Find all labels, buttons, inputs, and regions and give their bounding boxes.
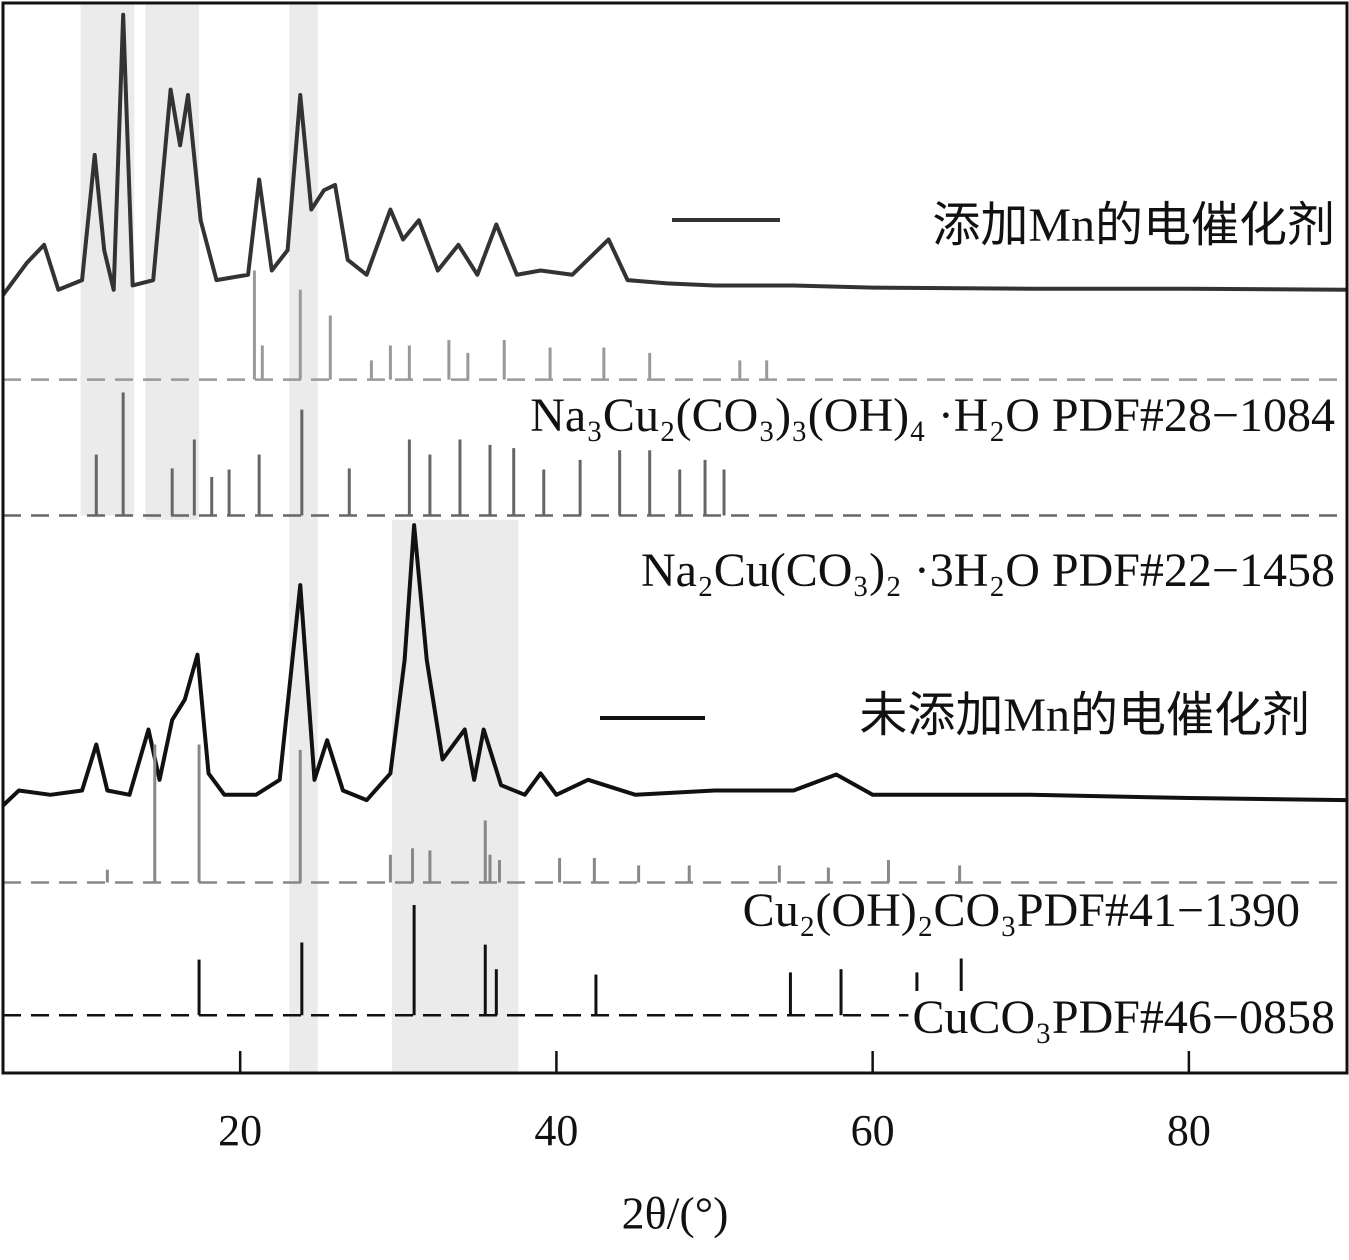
highlight-band <box>391 519 519 1073</box>
xrd-pattern <box>1 523 1348 807</box>
plot-frame <box>1 1 1349 1075</box>
series-label: Na₃Cu₂(CO₃)₃(OH)₄ ·H₂O PDF#28−1084 <box>530 389 1335 442</box>
x-axis-label: 2θ/(°) <box>622 1188 729 1239</box>
series-label: CuCO₃PDF#46−0858 <box>912 991 1335 1044</box>
series-label: 未添加Mn的电催化剂 <box>859 689 1310 742</box>
label-background <box>908 991 1339 1045</box>
series-label: Na₂Cu(CO₃)₂ ·3H₂O PDF#22−1458 <box>641 544 1335 597</box>
series-label: Cu₂(OH)₂CO₃PDF#41−1390 <box>743 884 1300 937</box>
x-tick-label: 40 <box>534 1106 578 1155</box>
x-tick-label: 80 <box>1167 1106 1211 1155</box>
series-label: 添加Mn的电催化剂 <box>932 199 1335 252</box>
x-tick-label: 60 <box>851 1106 895 1155</box>
x-tick-label: 20 <box>218 1106 262 1155</box>
xrd-pattern <box>1 12 1348 297</box>
